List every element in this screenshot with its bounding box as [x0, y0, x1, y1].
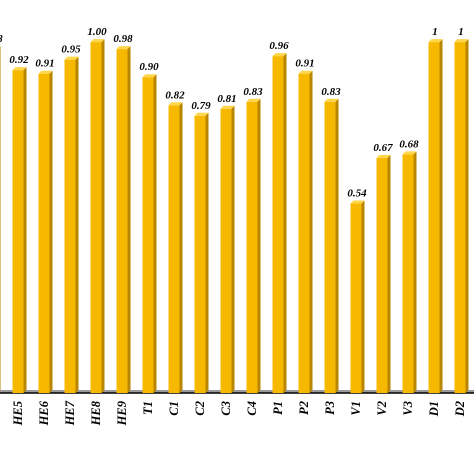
value-label: 0.98 [113, 33, 133, 45]
bar-top [64, 56, 79, 60]
bar [64, 59, 76, 393]
bar-top [428, 39, 443, 43]
value-label: 0.79 [191, 100, 211, 112]
bar [116, 49, 128, 393]
bar [376, 157, 388, 393]
bar-top [90, 39, 105, 43]
value-label: 0.82 [165, 89, 185, 101]
bar [220, 108, 232, 393]
value-label: 0.98 [0, 33, 3, 45]
x-tick-label: P3 [323, 401, 337, 415]
x-tick-label: V3 [401, 401, 415, 416]
bar-top [142, 74, 157, 78]
bar [246, 101, 258, 394]
bar-side [335, 98, 339, 394]
bar-top [194, 112, 209, 116]
x-tick-label: HE6 [37, 400, 51, 426]
bar-top [220, 105, 235, 109]
bar-side [0, 46, 1, 391]
value-label: 0.83 [243, 86, 263, 98]
bar-top [12, 67, 27, 71]
bar-top [246, 98, 261, 102]
x-tick-label: HE9 [115, 400, 129, 426]
bar [38, 73, 50, 393]
bar-side [101, 39, 105, 393]
x-tick-label: C4 [245, 401, 259, 416]
value-label: 0.54 [347, 188, 367, 200]
value-label: 1 [458, 26, 464, 38]
bar [168, 105, 180, 394]
value-label: 0.91 [35, 58, 54, 70]
bar-side [361, 200, 365, 393]
bar [298, 73, 310, 393]
bar-side [127, 46, 131, 393]
bar [428, 42, 440, 393]
bar-side [387, 154, 391, 393]
value-label: 0.83 [321, 86, 341, 98]
value-label: 0.96 [269, 40, 289, 52]
bar-side [179, 102, 183, 394]
x-tick-label: C3 [219, 401, 233, 416]
x-tick-label: HE7 [63, 400, 77, 426]
x-tick-label: D1 [427, 401, 441, 417]
x-tick-label: D2 [453, 401, 467, 417]
bar [350, 203, 362, 393]
x-tick-label: P2 [297, 401, 311, 415]
x-tick-label: C1 [167, 401, 181, 416]
bar-top [168, 102, 183, 106]
bar-side [75, 56, 79, 393]
value-label: 0.92 [9, 54, 29, 66]
bar-top [38, 70, 53, 74]
value-label: 0.90 [139, 61, 159, 73]
x-tick-label: HE5 [11, 401, 25, 426]
bar [324, 101, 336, 394]
bar [454, 42, 466, 393]
bar-top [376, 154, 391, 158]
bar-top [272, 53, 287, 57]
bar-top [0, 46, 1, 47]
bar-side [439, 39, 443, 393]
bar-top [324, 98, 339, 102]
bar-top [350, 200, 365, 204]
bar-top [298, 70, 313, 74]
bar-side [283, 53, 287, 394]
bar [402, 154, 414, 393]
bar [142, 77, 154, 394]
bar-top [454, 39, 469, 43]
bar-side [465, 39, 469, 393]
bar-side [257, 98, 261, 394]
x-tick-label: C2 [193, 401, 207, 416]
x-tick-label: V1 [349, 401, 363, 416]
bar [90, 42, 102, 393]
bar-side [153, 74, 157, 394]
value-label: 0.81 [217, 93, 236, 105]
bar-side [231, 105, 235, 393]
bar [272, 56, 284, 394]
bar-top [116, 46, 131, 50]
value-label: 0.68 [399, 138, 419, 150]
value-label: 0.91 [295, 58, 314, 70]
x-tick-label: P1 [271, 401, 285, 415]
bar [12, 70, 24, 393]
bar [194, 115, 206, 393]
x-tick-label: T1 [141, 401, 155, 415]
value-label: 1.00 [87, 26, 107, 38]
bar-side [23, 67, 27, 393]
bar-side [49, 70, 53, 393]
x-tick-label: V2 [375, 401, 389, 416]
bar-side [413, 151, 417, 393]
bar-side [309, 70, 313, 393]
x-tick-label: HE8 [89, 400, 103, 426]
bar-side [205, 112, 209, 393]
value-label: 1 [432, 26, 438, 38]
value-label: 0.95 [61, 44, 81, 56]
value-label: 0.67 [373, 142, 393, 154]
bar-top [402, 151, 417, 155]
floor [0, 390, 474, 393]
